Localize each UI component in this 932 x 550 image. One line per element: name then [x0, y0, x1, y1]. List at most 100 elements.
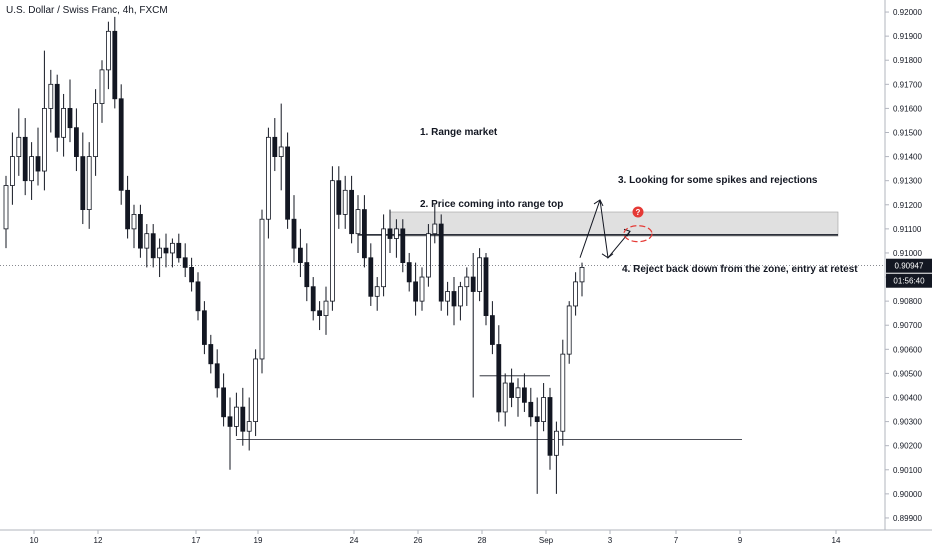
candle[interactable]	[470, 252, 476, 398]
candle[interactable]	[566, 301, 572, 364]
candle[interactable]	[118, 84, 124, 205]
supply-zone-rect[interactable]	[389, 211, 839, 237]
question-icon[interactable]	[632, 206, 644, 218]
candle[interactable]	[355, 195, 361, 253]
candle[interactable]	[342, 175, 348, 229]
candle[interactable]	[61, 93, 66, 157]
candle[interactable]	[336, 166, 342, 229]
candle[interactable]	[573, 272, 578, 316]
candle[interactable]	[189, 257, 195, 292]
candle[interactable]	[329, 166, 335, 311]
candle[interactable]	[150, 224, 156, 268]
projection-path[interactable]	[579, 199, 631, 259]
candle[interactable]	[208, 334, 214, 374]
candle[interactable]	[201, 301, 207, 355]
candle[interactable]	[534, 397, 540, 494]
price-axis[interactable]: 0.92000 0.91900 0.91800 0.91700 0.91600 0.915…	[884, 0, 932, 530]
time-axis[interactable]: 10 12 17 19 24 26 28 Sep 3 7 9 14	[0, 529, 932, 545]
candle[interactable]	[368, 243, 374, 306]
candle[interactable]	[432, 204, 438, 244]
candle[interactable]	[125, 175, 130, 239]
candle[interactable]	[547, 387, 553, 470]
candle[interactable]	[310, 277, 316, 321]
candle[interactable]	[579, 262, 585, 297]
candle[interactable]	[227, 397, 233, 470]
candle[interactable]	[445, 281, 451, 316]
candle[interactable]	[106, 21, 111, 90]
candle[interactable]	[522, 373, 527, 412]
candle[interactable]	[374, 277, 380, 311]
candle[interactable]	[240, 387, 246, 446]
candle[interactable]	[86, 142, 92, 229]
candle[interactable]	[297, 228, 303, 278]
candle[interactable]	[554, 421, 559, 494]
candle[interactable]	[406, 252, 412, 292]
candle[interactable]	[246, 397, 252, 451]
candle[interactable]	[483, 252, 489, 326]
candle[interactable]	[253, 349, 259, 437]
candle[interactable]	[451, 277, 457, 326]
candle[interactable]	[3, 175, 9, 249]
candle[interactable]	[22, 118, 28, 196]
candle[interactable]	[9, 132, 15, 205]
candle[interactable]	[387, 209, 393, 253]
candle[interactable]	[163, 233, 169, 268]
candle[interactable]	[291, 195, 297, 263]
candle[interactable]	[278, 103, 284, 191]
annotation-text[interactable]: 2. Price coming into range top	[420, 199, 563, 210]
candle[interactable]	[176, 233, 182, 263]
candle[interactable]	[489, 301, 495, 355]
candle[interactable]	[112, 16, 118, 109]
candle[interactable]	[457, 281, 463, 321]
candle[interactable]	[393, 219, 399, 258]
annotation-text[interactable]: 3. Looking for some spikes and rejection…	[618, 175, 818, 186]
plot-area[interactable]: ? 1. Range market 2. Price coming into ran…	[0, 16, 885, 494]
candle[interactable]	[349, 175, 355, 244]
candle[interactable]	[361, 195, 367, 268]
candle[interactable]	[317, 301, 323, 331]
candle[interactable]	[464, 267, 470, 306]
candle[interactable]	[381, 214, 387, 297]
candle[interactable]	[169, 238, 175, 268]
candle[interactable]	[16, 108, 22, 176]
candle[interactable]	[419, 267, 425, 311]
candle[interactable]	[144, 224, 150, 268]
candle[interactable]	[131, 204, 137, 249]
candle[interactable]	[400, 219, 406, 273]
candle[interactable]	[137, 204, 143, 258]
candle[interactable]	[528, 387, 534, 427]
candle[interactable]	[477, 248, 483, 302]
candle[interactable]	[438, 214, 444, 311]
candle[interactable]	[496, 325, 502, 422]
candle[interactable]	[413, 262, 419, 316]
candle[interactable]	[80, 132, 86, 225]
candle[interactable]	[425, 224, 431, 287]
candle[interactable]	[74, 108, 79, 172]
candle[interactable]	[195, 272, 201, 321]
candle[interactable]	[157, 238, 163, 278]
annotation-text[interactable]: 1. Range market	[420, 127, 498, 138]
candle[interactable]	[93, 89, 98, 176]
candle[interactable]	[272, 118, 278, 172]
candle[interactable]	[265, 127, 271, 239]
retest-circle[interactable]	[623, 225, 653, 243]
candle[interactable]	[29, 142, 35, 200]
candle[interactable]	[233, 392, 239, 437]
candle[interactable]	[323, 286, 329, 335]
candle[interactable]	[182, 243, 188, 278]
candle[interactable]	[304, 243, 310, 302]
candle[interactable]	[509, 368, 515, 408]
candle[interactable]	[99, 60, 105, 123]
candle[interactable]	[541, 383, 546, 432]
candle[interactable]	[515, 378, 521, 417]
candle[interactable]	[560, 339, 566, 446]
candle[interactable]	[259, 209, 265, 374]
candle[interactable]	[214, 349, 220, 398]
candle[interactable]	[221, 373, 227, 427]
candle[interactable]	[54, 74, 60, 152]
candle[interactable]	[67, 79, 73, 143]
annotation-text[interactable]: 4. Reject back down from the zone, entry…	[622, 264, 858, 275]
candle[interactable]	[502, 373, 508, 427]
candle[interactable]	[35, 127, 41, 186]
